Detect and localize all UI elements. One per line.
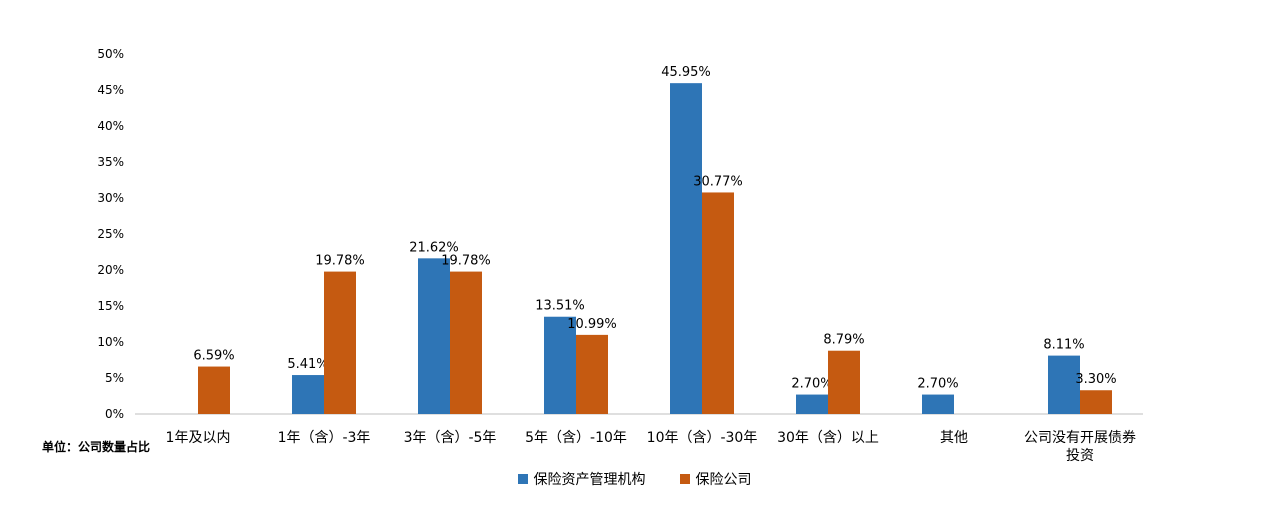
data-label: 21.62% xyxy=(409,240,459,255)
data-label: 45.95% xyxy=(661,65,711,80)
bar-2 xyxy=(828,350,860,414)
legend-label-series1: 保险资产管理机构 xyxy=(533,472,646,488)
y-tick-label: 40% xyxy=(97,119,124,133)
x-tick-label: 5年（含）-10年 xyxy=(525,430,627,446)
x-tick-label: 3年（含）-5年 xyxy=(404,430,497,446)
bar-1 xyxy=(796,394,828,414)
y-tick-label: 0% xyxy=(105,407,124,421)
x-tick-label: 1年及以内 xyxy=(166,430,231,446)
bar-2 xyxy=(1080,390,1112,414)
x-tick-label: 其他 xyxy=(940,430,968,446)
data-label: 3.30% xyxy=(1075,372,1116,387)
x-tick-label: 公司没有开展债券 xyxy=(1024,430,1136,446)
data-label: 2.70% xyxy=(917,377,958,392)
data-label: 30.77% xyxy=(693,174,743,189)
y-tick-label: 30% xyxy=(97,191,124,205)
bar-1 xyxy=(544,316,576,414)
bar-2 xyxy=(324,271,356,414)
data-label: 19.78% xyxy=(441,254,491,269)
bar-2 xyxy=(198,366,230,414)
data-label: 8.11% xyxy=(1043,338,1084,353)
x-tick-label: 1年（含）-3年 xyxy=(278,430,371,446)
unit-label: 单位：公司数量占比 xyxy=(42,440,151,454)
legend: 保险资产管理机构 保险公司 xyxy=(0,469,1269,489)
legend-item-series1: 保险资产管理机构 xyxy=(517,469,646,489)
data-label: 5.41% xyxy=(287,357,328,372)
y-tick-label: 25% xyxy=(97,227,124,241)
data-label: 13.51% xyxy=(535,299,585,314)
y-tick-label: 35% xyxy=(97,155,124,169)
bar-1 xyxy=(292,375,324,414)
y-tick-label: 50% xyxy=(97,47,124,61)
bar-2 xyxy=(702,192,734,414)
y-tick-label: 45% xyxy=(97,83,124,97)
data-label: 19.78% xyxy=(315,254,365,269)
x-tick-label: 10年（含）-30年 xyxy=(647,430,758,446)
y-tick-label: 20% xyxy=(97,263,124,277)
x-tick-label: 30年（含）以上 xyxy=(777,430,879,446)
bar-1 xyxy=(922,394,954,414)
x-tick-label: 投资 xyxy=(1066,448,1094,464)
y-tick-label: 10% xyxy=(97,335,124,349)
y-tick-label: 5% xyxy=(105,371,124,385)
bar-1 xyxy=(670,83,702,414)
data-label: 2.70% xyxy=(791,377,832,392)
legend-swatch-series1 xyxy=(517,474,528,484)
legend-item-series2: 保险公司 xyxy=(679,469,752,489)
data-label: 8.79% xyxy=(823,333,864,348)
bar-2 xyxy=(450,271,482,414)
data-label: 6.59% xyxy=(193,349,234,364)
bar-1 xyxy=(418,258,450,414)
y-tick-label: 15% xyxy=(97,299,124,313)
bar-2 xyxy=(576,334,608,414)
legend-label-series2: 保险公司 xyxy=(695,472,752,488)
legend-swatch-series2 xyxy=(679,474,690,484)
data-label: 10.99% xyxy=(567,317,617,332)
bar-1 xyxy=(1048,355,1080,414)
